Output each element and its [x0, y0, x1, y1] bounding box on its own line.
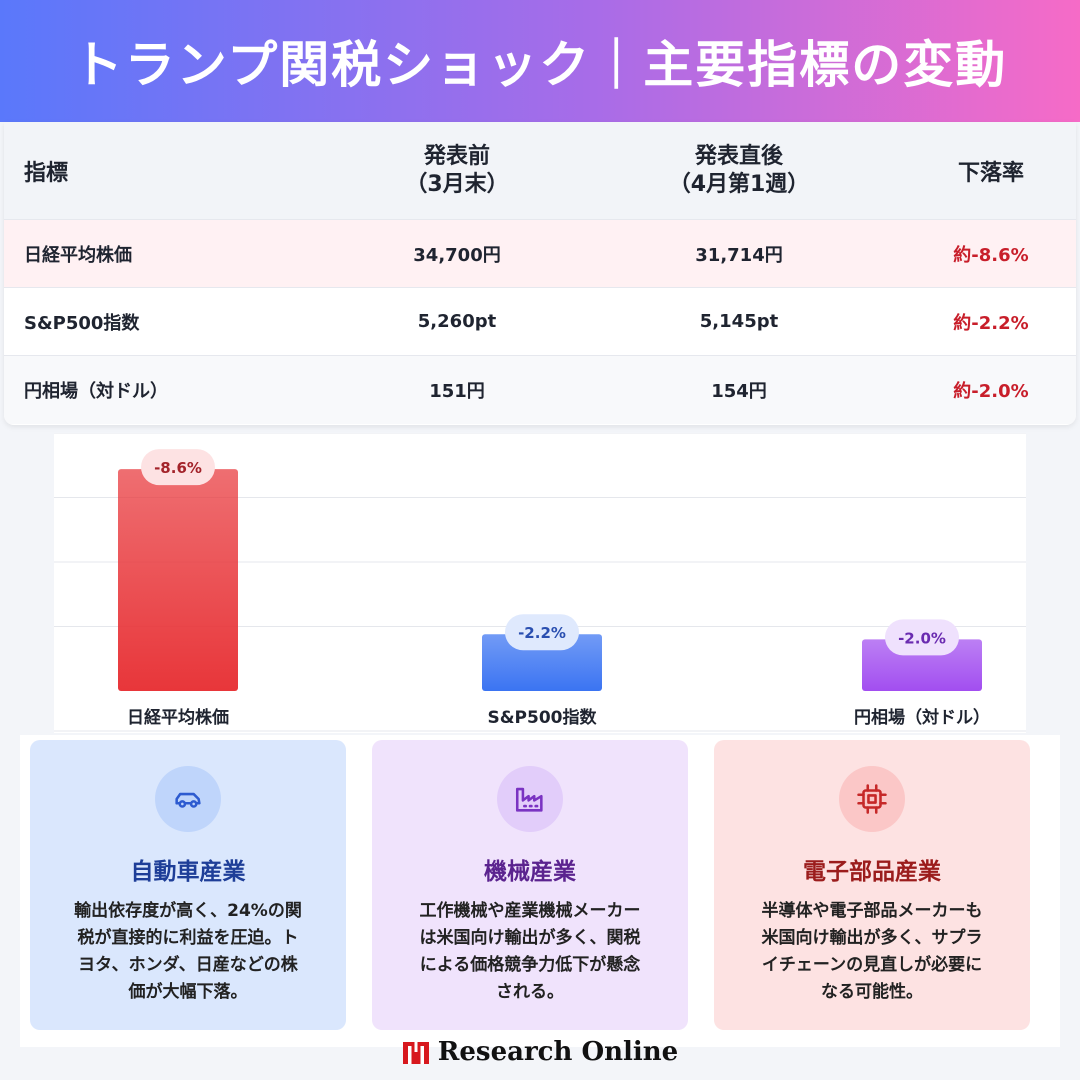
table-row: S&P500指数 5,260pt 5,145pt 約-2.2% — [4, 288, 1076, 356]
header-after-line1: 発表直後 — [694, 143, 783, 169]
header-banner: トランプ関税ショック｜主要指標の変動 — [0, 0, 1080, 122]
card-line: 税が直接的に利益を圧迫。ト — [77, 928, 299, 948]
card-line: 価が大幅下落。 — [128, 982, 248, 1002]
card-automotive: 自動車産業 輸出依存度が高く、24%の関 税が直接的に利益を圧迫。ト ヨタ、ホン… — [30, 740, 346, 1030]
table-header-row: 指標 発表前 （3月末） 発表直後 （4月第1週） 下落率 — [4, 122, 1076, 220]
table-row: 円相場（対ドル） 151円 154円 約-2.0% — [4, 356, 1076, 424]
row-after: 31,714円 — [695, 244, 783, 266]
card-electronics: 電子部品産業 半導体や電子部品メーカーも 米国向け輸出が多く、サプラ イチェーン… — [714, 740, 1030, 1030]
bar — [118, 469, 238, 691]
header-after-line2: （4月第1週） — [668, 171, 810, 197]
row-rate: 約-8.6% — [953, 244, 1029, 266]
card-line: 工作機械や産業機械メーカー — [419, 901, 641, 921]
category-label: 日経平均株価 — [127, 707, 229, 728]
data-label-pill — [885, 619, 959, 656]
data-label-pill — [505, 614, 579, 651]
footer-logo: Research Online — [0, 1032, 1080, 1072]
row-indicator: 円相場（対ドル） — [24, 381, 168, 402]
card-line: なる可能性。 — [821, 982, 923, 1002]
data-label: -2.0% — [898, 629, 946, 647]
card-line: イチェーンの見直しが必要に — [761, 955, 983, 975]
category-label: S&P500指数 — [487, 707, 597, 728]
header-before: 発表前 （3月末） — [342, 143, 572, 199]
decline-bar-chart: -8.6% 日経平均株価 -2.2% S&P500指数 -2.0% 円相場（対ドル） — [54, 433, 1026, 733]
card-line: は米国向け輸出が多く、関税 — [419, 928, 641, 948]
card-title: 自動車産業 — [130, 859, 246, 885]
chip-icon — [839, 766, 905, 832]
row-before: 34,700円 — [413, 244, 501, 266]
card-line: される。 — [496, 982, 564, 1002]
row-before: 5,260pt — [417, 311, 497, 332]
row-after: 154円 — [711, 381, 767, 402]
indicator-table: 指標 発表前 （3月末） 発表直後 （4月第1週） 下落率 日経平均株価 34,… — [4, 122, 1076, 425]
header-rate: 下落率 — [957, 160, 1024, 186]
research-online-logo-icon — [402, 1040, 429, 1064]
bar — [862, 639, 982, 691]
header-before-line1: 発表前 — [423, 143, 490, 169]
data-label: -2.2% — [518, 624, 566, 642]
card-line: 半導体や電子部品メーカーも — [761, 901, 983, 921]
data-label-pill — [141, 449, 215, 486]
header-indicator: 指標 — [24, 160, 69, 186]
row-rate: 約-2.2% — [953, 312, 1029, 334]
card-line: 輸出依存度が高く、24%の関 — [74, 901, 302, 921]
logo-text: Research Online — [437, 1037, 679, 1067]
row-before: 151円 — [429, 381, 485, 402]
card-line: による価格競争力低下が懸念 — [419, 955, 641, 975]
chart-svg: -8.6% 日経平均株価 -2.2% S&P500指数 -2.0% 円相場（対ドル） — [54, 433, 1026, 732]
bar — [482, 634, 602, 691]
header-before-line2: （3月末） — [405, 171, 509, 197]
row-indicator: S&P500指数 — [24, 312, 140, 334]
card-line: 米国向け輸出が多く、サプラ — [761, 928, 983, 948]
card-description: 工作機械や産業機械メーカー は米国向け輸出が多く、関税 による価格競争力低下が懸… — [396, 898, 664, 1006]
factory-icon — [497, 766, 563, 832]
car-icon — [155, 766, 221, 832]
card-title: 電子部品産業 — [803, 859, 941, 885]
card-line: ヨタ、ホンダ、日産などの株 — [78, 955, 298, 975]
data-label: -8.6% — [154, 459, 202, 477]
card-description: 輸出依存度が高く、24%の関 税が直接的に利益を圧迫。ト ヨタ、ホンダ、日産など… — [54, 898, 322, 1006]
card-machinery: 機械産業 工作機械や産業機械メーカー は米国向け輸出が多く、関税 による価格競争… — [372, 740, 688, 1030]
row-indicator: 日経平均株価 — [24, 244, 132, 266]
table-row: 日経平均株価 34,700円 31,714円 約-8.6% — [4, 220, 1076, 288]
header-after: 発表直後 （4月第1週） — [572, 143, 906, 199]
category-label: 円相場（対ドル） — [854, 707, 990, 728]
page-title: トランプ関税ショック｜主要指標の変動 — [72, 36, 1008, 94]
row-rate: 約-2.0% — [953, 381, 1029, 402]
row-after: 5,145pt — [699, 311, 779, 332]
card-title: 機械産業 — [484, 859, 576, 885]
card-description: 半導体や電子部品メーカーも 米国向け輸出が多く、サプラ イチェーンの見直しが必要… — [738, 898, 1006, 1006]
